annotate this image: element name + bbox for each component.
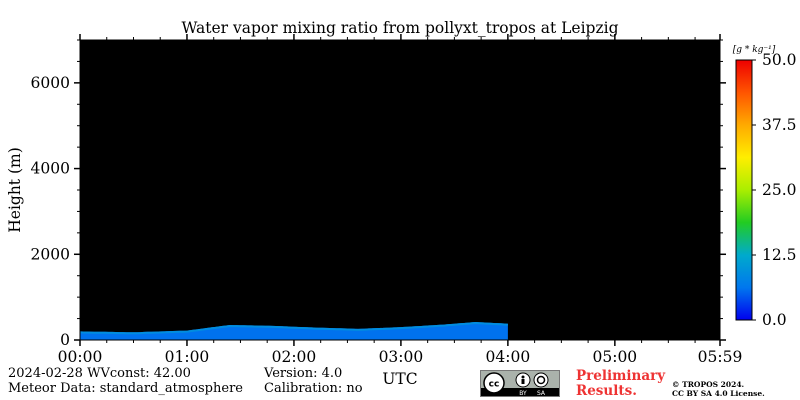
x-axis-label: UTC [382, 370, 417, 388]
x-tick-label: 05:00 [593, 348, 638, 366]
colorbar-tick-label: 0.0 [762, 311, 787, 329]
prelim-line-2: Results. [576, 383, 637, 399]
cc-icon-text: cc [489, 380, 500, 390]
cc-by-sa-badge: cc BY SA [480, 370, 560, 397]
by-person-body [521, 379, 525, 384]
colorbar-tick-label: 50.0 [762, 51, 797, 69]
moisture-layer-top [79, 321, 508, 335]
y-tick-label: 6000 [31, 74, 70, 92]
sa-share-arc [536, 375, 546, 385]
y-tick-label: 0 [60, 331, 70, 349]
colorbar-tick-label: 37.5 [762, 116, 797, 134]
x-tick-label: 04:00 [486, 348, 531, 366]
x-tick-label: 02:00 [272, 348, 317, 366]
info-meteor-data: Meteor Data: standard_atmosphere [8, 381, 243, 396]
x-tick-label: 00:00 [58, 348, 103, 366]
x-tick-label: 03:00 [379, 348, 424, 366]
colorbar-tick-label: 12.5 [762, 246, 797, 264]
info-calibration: Calibration: no [264, 381, 363, 396]
axes: 00:00 01:00 02:00 03:00 04:00 05:00 05:59 0 2000… [31, 34, 743, 366]
badge-by-label: BY [519, 390, 527, 396]
badge-sa-label: SA [537, 390, 546, 396]
cc-icon [483, 372, 505, 394]
plot-area [80, 40, 720, 340]
copyright-line-1: © TROPOS 2024. [672, 380, 745, 389]
y-axis-label: Height (m) [6, 147, 24, 233]
copyright-line-2: CC BY SA 4.0 License. [672, 389, 765, 398]
prelim-line-1: Preliminary [576, 368, 666, 384]
colorbar-tick-label: 25.0 [762, 181, 797, 199]
y-tick-label: 4000 [31, 160, 70, 178]
moisture-layer [80, 322, 508, 340]
colorbar-unit: [g * kg⁻¹] [733, 45, 776, 55]
cc-badge-graphic: cc BY SA [481, 371, 559, 397]
info-version: Version: 4.0 [264, 366, 343, 381]
x-tick-label: 05:59 [698, 348, 743, 366]
colorbar: 0.0 12.5 25.0 37.5 50.0 [735, 51, 797, 329]
chart-title: Water vapor mixing ratio from pollyxt_tr… [181, 19, 618, 37]
by-person-head [521, 375, 525, 379]
x-tick-label: 01:00 [165, 348, 210, 366]
sa-share-icon [533, 372, 549, 388]
info-date-wvconst: 2024-02-28 WVconst: 42.00 [8, 366, 191, 381]
copyright-note: © TROPOS 2024. CC BY SA 4.0 License. [672, 380, 765, 398]
y-tick-label: 2000 [31, 245, 70, 263]
data-layer [79, 321, 508, 340]
colorbar-bar [735, 59, 753, 321]
preliminary-results-note: Preliminary Results. [576, 369, 665, 399]
